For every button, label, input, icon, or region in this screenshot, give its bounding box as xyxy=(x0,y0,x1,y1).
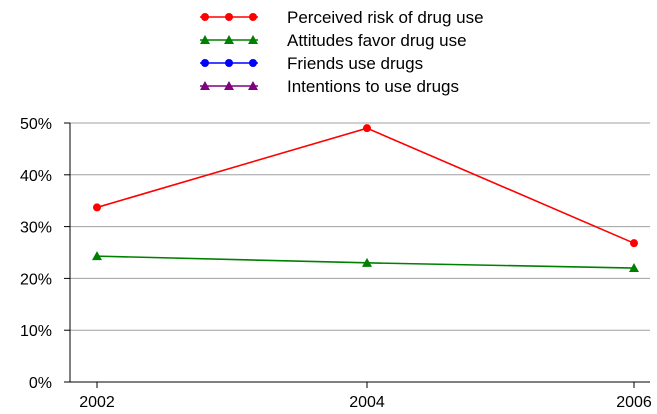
x-tick-label: 2004 xyxy=(349,394,385,411)
data-point xyxy=(363,124,371,133)
legend-marker xyxy=(200,35,210,44)
gridlines xyxy=(70,122,650,331)
legend-marker xyxy=(200,81,210,90)
legend-item: Intentions to use drugs xyxy=(200,77,459,96)
legend-label: Perceived risk of drug use xyxy=(287,8,484,27)
y-tick-label: 30% xyxy=(20,220,52,237)
series-group xyxy=(92,124,639,273)
y-tick-label: 40% xyxy=(20,168,52,185)
data-point xyxy=(629,263,639,273)
legend-marker xyxy=(249,13,257,21)
tick-labels: 0% 10% 20% 30% 40% 50% 2002 2004 2006 xyxy=(20,116,652,411)
x-tick-label: 2002 xyxy=(79,394,115,411)
axes xyxy=(64,122,650,388)
legend-marker xyxy=(225,13,233,21)
y-tick-label: 20% xyxy=(20,271,52,288)
legend-label: Attitudes favor drug use xyxy=(287,31,467,50)
legend: Perceived risk of drug use Attitudes favo… xyxy=(200,8,484,96)
legend-marker xyxy=(201,59,209,67)
series-2 xyxy=(92,251,639,273)
legend-label: Intentions to use drugs xyxy=(287,77,459,96)
legend-item: Attitudes favor drug use xyxy=(200,31,467,50)
data-point xyxy=(630,239,638,248)
legend-label: Friends use drugs xyxy=(287,54,423,73)
legend-marker xyxy=(249,59,257,67)
legend-marker xyxy=(224,81,234,90)
legend-marker xyxy=(224,35,234,44)
legend-item: Perceived risk of drug use xyxy=(200,8,484,27)
y-tick-label: 50% xyxy=(20,116,52,133)
data-point xyxy=(362,257,372,267)
x-tick-label: 2006 xyxy=(616,394,652,411)
y-tick-label: 0% xyxy=(29,375,52,392)
series-line xyxy=(96,127,635,244)
legend-marker xyxy=(248,81,258,90)
legend-item: Friends use drugs xyxy=(200,54,423,73)
legend-marker xyxy=(225,59,233,67)
legend-marker xyxy=(201,13,209,21)
legend-marker xyxy=(248,35,258,44)
series-1 xyxy=(93,124,638,248)
y-tick-label: 10% xyxy=(20,323,52,340)
data-point xyxy=(93,203,101,212)
data-point xyxy=(92,251,102,261)
